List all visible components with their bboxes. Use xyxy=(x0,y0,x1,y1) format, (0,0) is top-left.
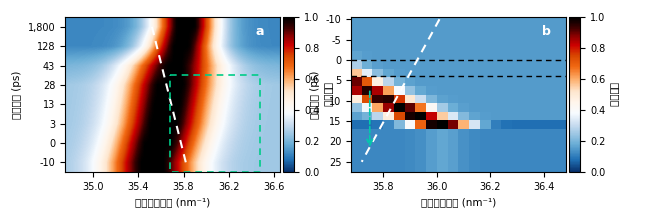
Y-axis label: 遅延時間 (ps): 遅延時間 (ps) xyxy=(310,71,320,119)
Y-axis label: 遅延時間 (ps): 遅延時間 (ps) xyxy=(12,71,22,119)
X-axis label: 散乱ベクトル (nm⁻¹): 散乱ベクトル (nm⁻¹) xyxy=(421,197,496,207)
Text: a: a xyxy=(256,25,265,38)
Y-axis label: 回折強度: 回折強度 xyxy=(610,82,619,107)
X-axis label: 散乱ベクトル (nm⁻¹): 散乱ベクトル (nm⁻¹) xyxy=(135,197,210,207)
Text: b: b xyxy=(541,25,551,38)
Y-axis label: 回折強度: 回折強度 xyxy=(324,82,333,107)
